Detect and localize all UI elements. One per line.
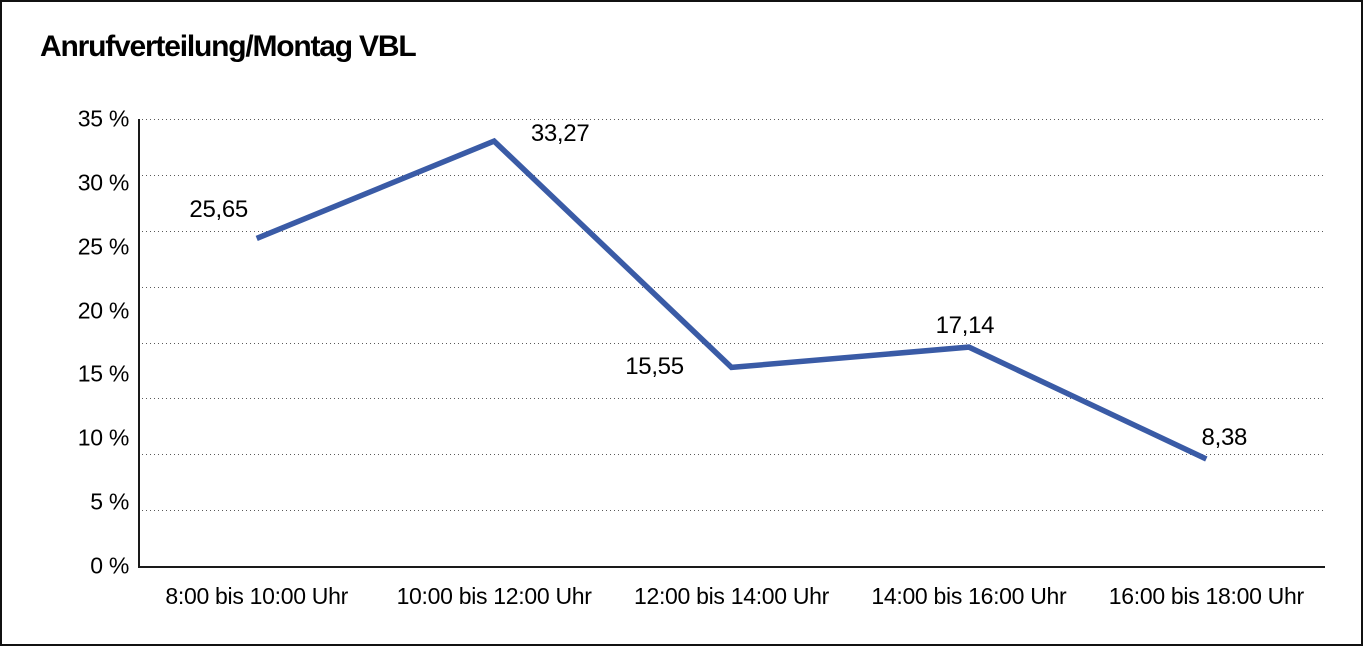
y-axis-tick-label: 35 %	[77, 105, 130, 132]
x-axis-category-label: 10:00 bis 12:00 Uhr	[396, 583, 592, 609]
data-point-value-label: 25,65	[189, 196, 248, 224]
gridline-horizontal-dotted	[138, 174, 1325, 176]
y-axis-tick-label: 20 %	[77, 297, 130, 324]
gridline-horizontal-dotted	[138, 342, 1325, 344]
y-axis-tick-label: 0 %	[90, 552, 129, 579]
y-axis-tick-label: 5 %	[90, 488, 129, 515]
gridline-horizontal-dotted	[138, 454, 1325, 456]
y-axis-tick-label: 30 %	[77, 169, 130, 196]
x-axis-category-label: 16:00 bis 18:00 Uhr	[1108, 583, 1304, 609]
y-axis-tick-label: 15 %	[77, 360, 130, 387]
gridline-horizontal-dotted	[138, 398, 1325, 400]
data-line	[255, 137, 1208, 462]
y-axis-tick-label: 25 %	[77, 233, 130, 260]
x-axis-line	[138, 566, 1325, 568]
gridline-horizontal-dotted	[138, 119, 1325, 120]
gridline-horizontal-dotted	[138, 286, 1325, 288]
data-point-value-label: 8,38	[1201, 423, 1248, 451]
x-axis-category-label: 14:00 bis 16:00 Uhr	[871, 583, 1067, 609]
x-axis-category-label: 12:00 bis 14:00 Uhr	[633, 583, 830, 609]
chart-title: Anrufverteilung/Montag VBL	[40, 30, 417, 63]
x-axis-category-label: 8:00 bis 10:00 Uhr	[165, 583, 348, 609]
gridline-horizontal-dotted	[138, 230, 1325, 232]
data-point-value-label: 33,27	[530, 120, 590, 148]
gridline-horizontal-dotted	[138, 510, 1325, 512]
data-point-value-label: 15,55	[625, 353, 684, 381]
y-axis-line	[138, 119, 140, 568]
y-axis-tick-label: 10 %	[77, 424, 130, 451]
data-point-value-label: 17,14	[935, 312, 995, 340]
